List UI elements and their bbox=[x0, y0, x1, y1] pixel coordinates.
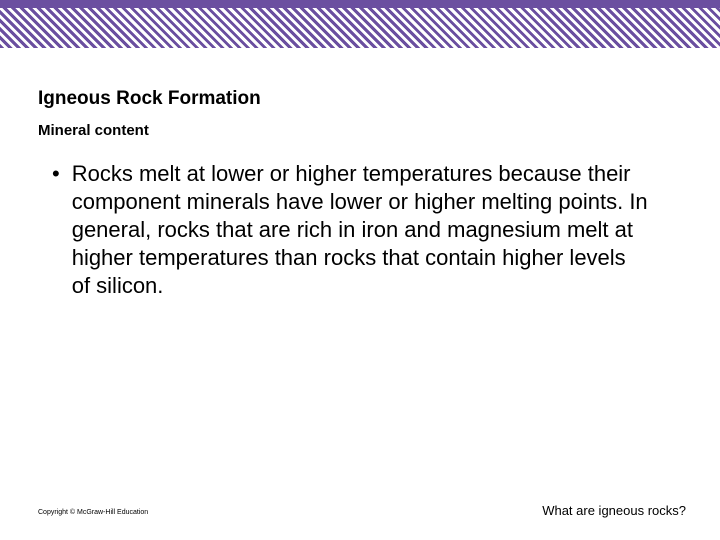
footer-question: What are igneous rocks? bbox=[542, 503, 686, 518]
top-accent-band bbox=[0, 0, 720, 8]
slide-subtitle: Mineral content bbox=[38, 122, 149, 139]
hatched-band bbox=[0, 8, 720, 48]
bullet-text: Rocks melt at lower or higher temperatur… bbox=[72, 160, 650, 300]
slide: Igneous Rock Formation Mineral content •… bbox=[0, 0, 720, 540]
bullet-marker: • bbox=[52, 160, 60, 188]
bullet-list: • Rocks melt at lower or higher temperat… bbox=[52, 160, 650, 300]
list-item: • Rocks melt at lower or higher temperat… bbox=[52, 160, 650, 300]
slide-title: Igneous Rock Formation bbox=[38, 88, 261, 110]
copyright-text: Copyright © McGraw-Hill Education bbox=[38, 509, 148, 516]
